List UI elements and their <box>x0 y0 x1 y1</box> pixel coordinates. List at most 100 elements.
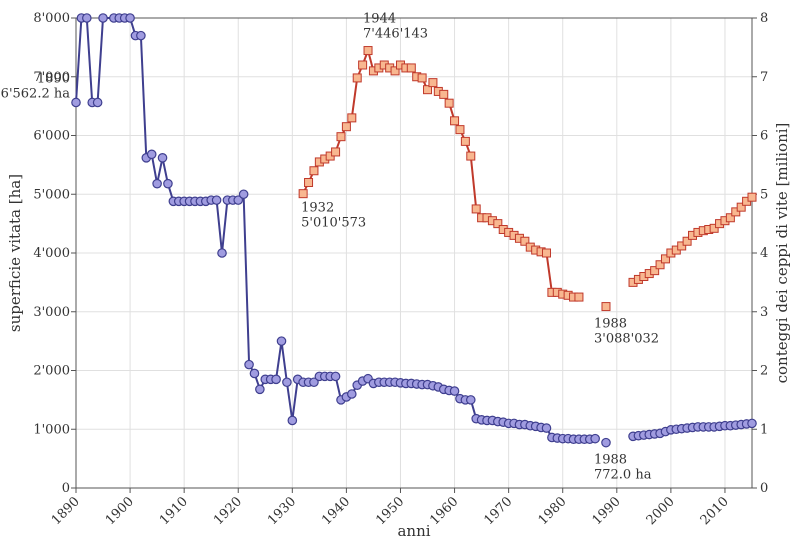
annotation-label: 5'010'573 <box>301 216 366 231</box>
data-point <box>725 213 735 223</box>
data-point <box>157 153 168 163</box>
y2-axis-title: conteggi dei ceppi di vite [milioni] <box>773 123 791 384</box>
y-tick-label: 8'000 <box>33 11 70 26</box>
data-point <box>217 248 227 258</box>
x-tick-label: 1980 <box>536 494 570 528</box>
annotation-label: 1988 <box>594 317 627 332</box>
data-point <box>276 336 287 346</box>
data-point <box>304 178 314 187</box>
data-point <box>233 195 244 205</box>
x-tick-label: 1910 <box>157 494 191 528</box>
y-tick-labels: 0 1'000 2'000 3'000 4'000 5'000 6'000 7'000 8'00… <box>33 11 70 496</box>
data-point <box>466 151 476 161</box>
y2-tick-label: 3 <box>760 305 768 320</box>
data-point <box>709 223 719 233</box>
x-tick-label: 1960 <box>427 494 461 528</box>
data-point <box>330 371 341 382</box>
data-point <box>455 125 465 135</box>
data-point <box>736 202 746 212</box>
y2-tick-label: 5 <box>760 187 768 202</box>
data-point <box>211 195 222 205</box>
data-point <box>309 166 319 176</box>
data-point <box>406 63 416 73</box>
y-axis-title: superficie vitata [ha] <box>6 174 24 332</box>
data-point <box>271 374 281 385</box>
data-point <box>417 73 427 83</box>
data-point <box>163 178 173 189</box>
x-tick-label: 1940 <box>319 494 353 528</box>
series-area <box>71 13 757 448</box>
data-point <box>601 302 611 312</box>
grid <box>75 17 752 489</box>
x-tick-label: 1920 <box>211 494 245 528</box>
data-point <box>423 85 433 95</box>
data-point <box>347 113 357 123</box>
y2-tick-label: 6 <box>760 129 768 144</box>
y2-tick-label: 8 <box>760 11 768 26</box>
data-point <box>331 147 341 157</box>
annotation-label: 1932 <box>301 201 334 216</box>
x-tick-label: 1990 <box>590 494 624 528</box>
annotation-label: 1944 <box>363 12 396 27</box>
data-point <box>136 30 146 41</box>
data-point <box>660 254 670 264</box>
data-point <box>460 136 470 146</box>
y2-tick-label: 4 <box>760 246 768 261</box>
data-point <box>655 260 665 270</box>
data-point <box>682 236 692 246</box>
x-tick-label: 1890 <box>49 494 83 528</box>
annotation-label: 772.0 ha <box>594 468 652 483</box>
data-point <box>309 377 319 388</box>
x-tick-label: 1930 <box>265 494 299 528</box>
data-point <box>152 178 162 189</box>
data-point <box>146 149 157 160</box>
y-tick-label: 7'000 <box>33 70 70 85</box>
annotation-label: 7'446'143 <box>363 27 428 42</box>
data-point <box>98 13 108 23</box>
data-point <box>450 116 460 126</box>
annotation-label: 6'562.2 ha <box>1 86 71 101</box>
data-point <box>541 423 552 433</box>
data-point <box>650 266 660 276</box>
x-tick-label: 2010 <box>698 494 732 528</box>
data-point <box>287 415 298 426</box>
data-point <box>520 236 530 246</box>
data-point <box>352 73 362 83</box>
y-tick-label: 6'000 <box>33 129 70 144</box>
annotation-label: 1890 <box>37 71 70 86</box>
data-point <box>336 132 346 142</box>
y-tick-label: 3'000 <box>33 305 70 320</box>
x-tick-labels: 1890 1900 1910 1920 1930 1940 1950 1960 1970 1980… <box>49 494 732 528</box>
data-point <box>541 248 551 258</box>
data-point <box>731 207 741 217</box>
data-point <box>493 219 503 229</box>
series-group <box>71 13 757 448</box>
data-point <box>574 292 584 302</box>
y2-tick-label: 2 <box>760 364 768 379</box>
data-point <box>590 433 600 444</box>
y-tick-label: 2'000 <box>33 364 70 379</box>
data-point <box>244 359 254 370</box>
data-point <box>677 241 687 251</box>
x-axis-title: anni <box>397 522 430 539</box>
data-point <box>282 377 292 388</box>
x-tick-label: 1900 <box>103 494 137 528</box>
data-point <box>363 46 373 56</box>
data-point <box>347 389 357 399</box>
y-tick-label: 5'000 <box>33 187 70 202</box>
data-point <box>439 89 449 99</box>
y-tick-label: 4'000 <box>33 246 70 261</box>
annotation-label: 3'088'032 <box>594 332 659 347</box>
data-point <box>747 192 757 202</box>
data-point <box>341 122 351 132</box>
y2-tick-labels: 0 1 2 3 4 5 6 7 8 <box>760 11 768 496</box>
data-point <box>747 418 757 429</box>
data-point <box>249 368 260 379</box>
y-tick-label: 0 <box>62 481 70 496</box>
data-point <box>358 60 368 70</box>
data-point <box>444 98 454 108</box>
y2-tick-label: 7 <box>760 70 768 85</box>
data-point <box>71 97 81 108</box>
